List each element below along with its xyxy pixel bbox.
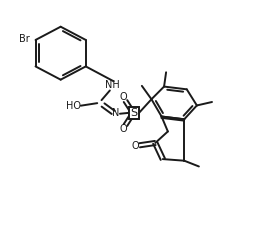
Text: O: O (119, 124, 127, 134)
Text: O: O (131, 141, 139, 151)
Text: Br: Br (19, 34, 30, 44)
Text: O: O (119, 92, 127, 102)
Text: S: S (130, 108, 137, 118)
Text: HO: HO (66, 101, 81, 111)
Text: NH: NH (105, 80, 119, 90)
Text: N: N (112, 108, 119, 118)
